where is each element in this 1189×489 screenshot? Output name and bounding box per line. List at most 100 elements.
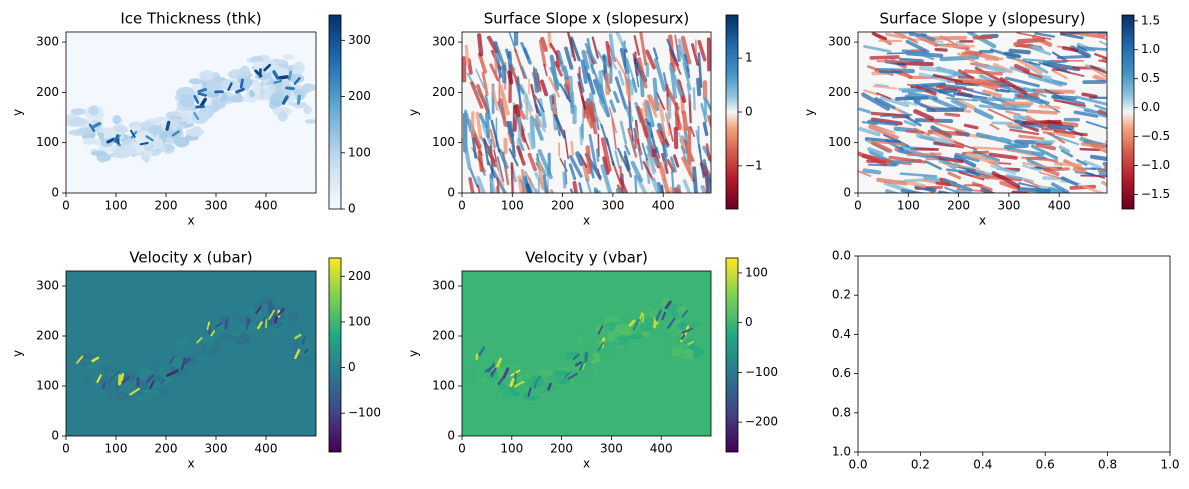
slope-streak: [483, 139, 490, 166]
slope-streak: [1053, 99, 1086, 107]
slope-streak: [570, 140, 575, 156]
flow-streak: [574, 361, 583, 367]
slope-streak: [879, 95, 910, 108]
flow-streak: [119, 372, 125, 385]
slope-streak: [681, 110, 689, 132]
ice-cell: [199, 70, 215, 82]
flow-cell: [528, 390, 541, 397]
colorbar: [1121, 14, 1135, 210]
slope-streak: [1038, 61, 1072, 74]
flow-streak: [182, 357, 187, 366]
slope-streak: [596, 49, 607, 66]
slope-streak: [542, 174, 549, 193]
slope-streak: [916, 85, 937, 96]
slope-streak: [548, 76, 561, 98]
slope-streak: [1060, 149, 1073, 158]
slope-streak: [1056, 55, 1089, 60]
slope-streak: [485, 112, 491, 139]
slope-streak: [525, 183, 532, 193]
slope-streak: [965, 152, 999, 166]
ice-cell: [288, 73, 305, 84]
ice-cell: [91, 150, 107, 157]
slope-streak: [903, 100, 918, 107]
colorbar-tick-label: 300: [348, 33, 371, 47]
slope-streak: [477, 52, 488, 74]
flow-cell: [153, 375, 164, 382]
slope-streak: [876, 177, 908, 186]
slope-streak: [516, 145, 526, 166]
slope-streak: [1058, 145, 1071, 154]
ice-cell: [108, 127, 117, 138]
flow-cell: [498, 383, 508, 391]
colorbar: [328, 14, 342, 210]
slope-streak: [972, 35, 993, 40]
slope-streak: [677, 131, 685, 147]
x-tick-label: 300: [997, 199, 1020, 213]
slope-streak: [498, 148, 509, 170]
slope-streak: [1012, 114, 1028, 121]
ice-cell: [82, 137, 96, 145]
slope-streak: [487, 145, 496, 168]
ice-cell: [276, 59, 288, 65]
x-tick-label: 0.6: [1036, 458, 1055, 472]
slope-streak: [469, 167, 479, 188]
slope-streak: [934, 141, 965, 149]
slope-streak: [1080, 174, 1107, 177]
flow-streak: [255, 306, 262, 314]
x-tick-label: 400: [255, 199, 278, 213]
slope-streak: [564, 76, 571, 92]
glacier-trunk: [193, 112, 200, 121]
slope-streak: [617, 147, 630, 173]
axes-frame: [461, 270, 712, 437]
slope-streak: [971, 146, 1009, 151]
flow-cell: [515, 382, 530, 395]
flow-cell: [546, 374, 561, 386]
slope-streak: [963, 88, 991, 97]
slope-streak: [953, 141, 978, 151]
glacier-trunk: [263, 63, 272, 72]
slope-streak: [657, 101, 665, 123]
y-tick-label: 300: [828, 35, 851, 49]
flow-streak: [687, 340, 695, 346]
slope-streak: [608, 33, 616, 62]
slope-streak: [953, 92, 988, 100]
x-axis-label: x: [187, 457, 194, 471]
slope-streak: [578, 126, 583, 146]
flow-cell: [92, 372, 99, 378]
x-tick-label: 300: [205, 199, 228, 213]
slope-streak: [700, 103, 708, 123]
slope-streak: [581, 49, 590, 70]
slope-streak: [1034, 32, 1056, 38]
y-tick-label: 200: [36, 85, 59, 99]
slope-streak: [957, 188, 989, 193]
ice-cell: [254, 74, 271, 80]
slope-streak: [517, 116, 522, 145]
slope-streak: [963, 69, 1003, 76]
x-axis-label: x: [583, 457, 590, 471]
slope-streak: [989, 123, 1000, 130]
flow-cell: [200, 336, 216, 343]
slope-streak: [572, 181, 579, 193]
slope-streak: [923, 174, 941, 184]
slope-streak: [661, 141, 668, 167]
slope-streak: [1046, 132, 1080, 146]
slope-streak: [669, 156, 677, 173]
slope-streak: [476, 84, 490, 114]
slope-streak: [567, 32, 577, 62]
flow-cell: [79, 374, 88, 384]
colorbar-tick-label: 0: [348, 202, 356, 216]
x-tick-label: 100: [501, 199, 524, 213]
slope-streak: [538, 98, 547, 129]
flow-cell: [158, 365, 167, 377]
slope-streak: [666, 38, 678, 62]
slope-streak: [932, 73, 964, 84]
glacier-trunk: [139, 141, 149, 146]
slope-streak: [973, 107, 994, 120]
slope-streak: [901, 89, 926, 93]
slope-streak: [944, 163, 980, 170]
slope-streak: [1005, 173, 1034, 183]
y-tick-label: 0.4: [832, 327, 851, 341]
slope-streak: [1017, 187, 1051, 193]
slope-streak: [1024, 65, 1053, 82]
slope-streak: [585, 178, 592, 193]
